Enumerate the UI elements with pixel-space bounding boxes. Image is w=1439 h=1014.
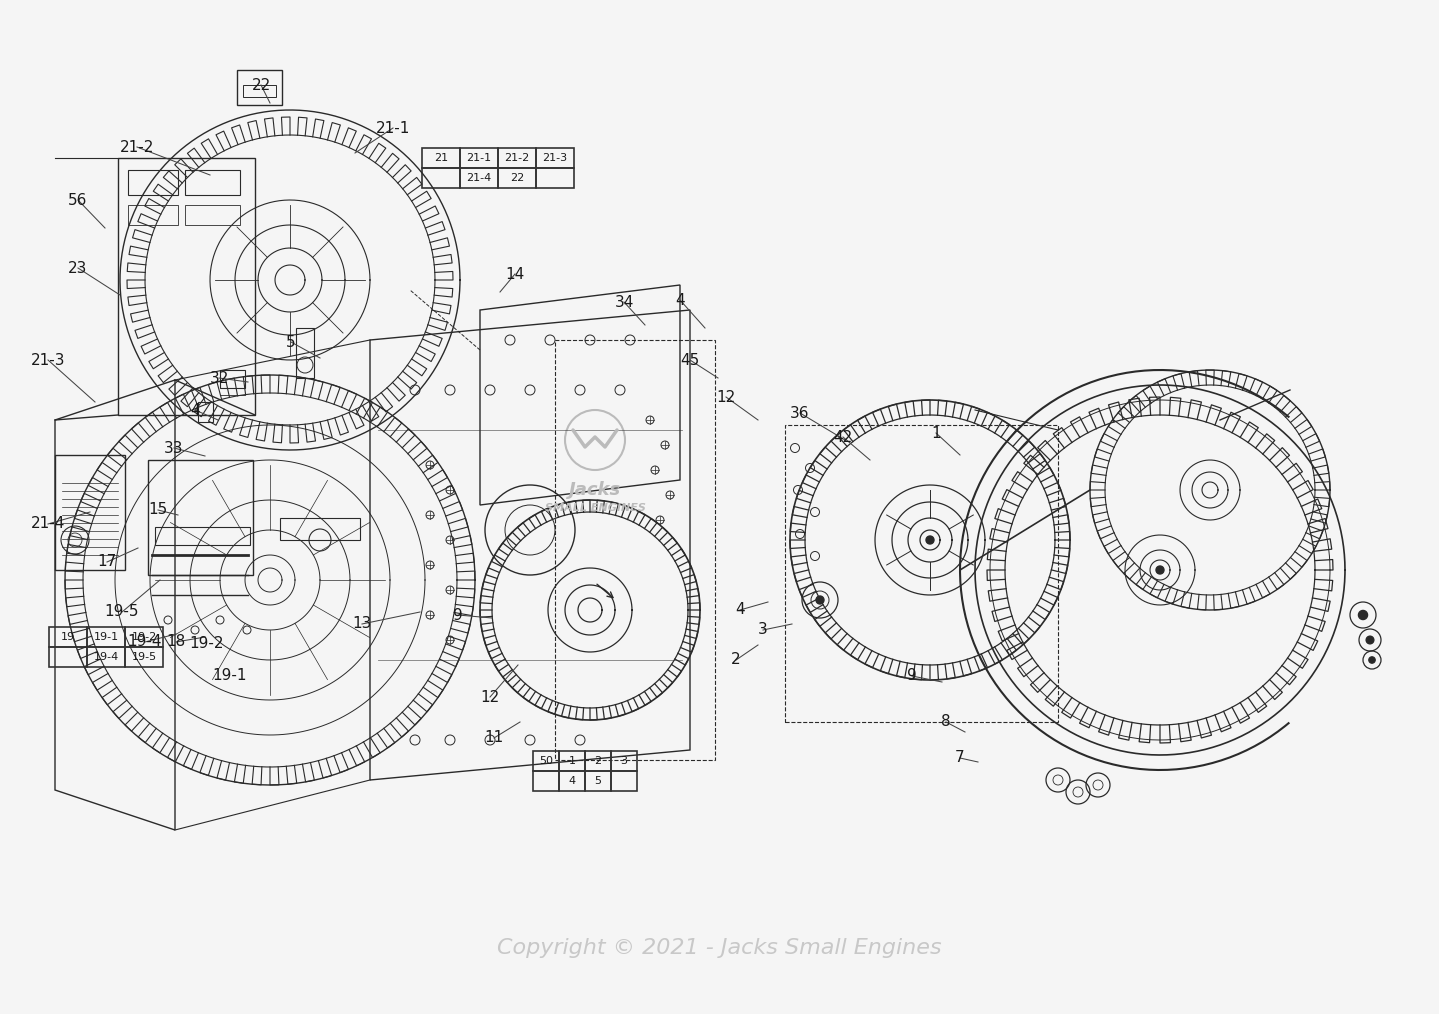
Text: 21-3: 21-3: [30, 353, 65, 367]
Text: 21: 21: [435, 153, 448, 163]
Bar: [460, 168, 498, 188]
Text: 4: 4: [675, 292, 685, 307]
Bar: [532, 751, 558, 771]
Text: 19-2: 19-2: [190, 636, 224, 651]
Bar: [786, 425, 1058, 722]
Circle shape: [1156, 566, 1164, 574]
Text: 13: 13: [353, 617, 371, 632]
Text: 1: 1: [568, 756, 576, 766]
Text: 19-5: 19-5: [131, 652, 157, 662]
Bar: [586, 751, 612, 771]
Text: 22: 22: [252, 77, 271, 92]
Text: 45: 45: [681, 353, 699, 367]
Bar: [49, 647, 86, 667]
Text: 21-4: 21-4: [466, 173, 492, 183]
Bar: [612, 751, 637, 771]
Text: 4: 4: [735, 602, 745, 618]
Text: 2: 2: [594, 756, 602, 766]
Bar: [558, 751, 586, 771]
Text: 3: 3: [620, 756, 627, 766]
Text: 12: 12: [481, 690, 499, 705]
Text: 42: 42: [833, 430, 853, 444]
Text: 22: 22: [509, 173, 524, 183]
Bar: [558, 771, 586, 791]
Text: 9: 9: [907, 668, 917, 683]
Bar: [125, 647, 163, 667]
Text: 36: 36: [790, 406, 810, 421]
Text: 34: 34: [614, 294, 633, 309]
Bar: [243, 85, 276, 97]
Circle shape: [1358, 610, 1367, 620]
Text: 19-4: 19-4: [128, 635, 163, 650]
Text: 9: 9: [453, 607, 463, 623]
Bar: [86, 647, 125, 667]
Bar: [220, 370, 245, 388]
Text: 21-1: 21-1: [466, 153, 492, 163]
Bar: [296, 328, 314, 378]
Text: 19-5: 19-5: [105, 604, 140, 620]
Text: 8: 8: [941, 715, 951, 729]
Bar: [535, 148, 574, 168]
Circle shape: [1368, 657, 1376, 663]
Text: 17: 17: [98, 555, 117, 570]
Bar: [86, 627, 125, 647]
Circle shape: [1366, 636, 1374, 644]
Bar: [555, 340, 715, 760]
Bar: [532, 771, 558, 791]
Bar: [612, 771, 637, 791]
Bar: [199, 402, 213, 422]
Bar: [586, 771, 612, 791]
Bar: [128, 205, 178, 225]
Bar: [128, 170, 178, 195]
Text: 12: 12: [717, 389, 735, 405]
Bar: [460, 148, 498, 168]
Text: 7: 7: [955, 750, 964, 766]
Text: 19-1: 19-1: [213, 668, 248, 683]
Text: 21-2: 21-2: [119, 140, 154, 154]
Bar: [237, 70, 282, 105]
Bar: [186, 205, 240, 225]
Text: 33: 33: [164, 440, 184, 455]
Text: 50: 50: [540, 756, 553, 766]
Text: 15: 15: [148, 503, 167, 517]
Text: 21-2: 21-2: [505, 153, 530, 163]
Text: 19-4: 19-4: [94, 652, 118, 662]
Text: Jacks: Jacks: [568, 481, 622, 499]
Bar: [55, 455, 125, 570]
Bar: [155, 527, 250, 545]
Text: 32: 32: [209, 370, 229, 385]
Bar: [49, 627, 86, 647]
Text: 21-4: 21-4: [30, 516, 65, 531]
Text: 56: 56: [68, 193, 88, 208]
Circle shape: [816, 596, 825, 604]
Text: 19: 19: [60, 632, 75, 642]
Text: 4: 4: [568, 776, 576, 786]
Text: 3: 3: [758, 623, 768, 638]
Text: SMALL ENGINES: SMALL ENGINES: [544, 503, 646, 513]
Bar: [125, 627, 163, 647]
Text: Copyright © 2021 - Jacks Small Engines: Copyright © 2021 - Jacks Small Engines: [498, 938, 941, 958]
Text: 21-3: 21-3: [543, 153, 567, 163]
Bar: [422, 168, 460, 188]
Text: 5: 5: [286, 335, 296, 350]
Text: 19-1: 19-1: [94, 632, 118, 642]
Bar: [186, 170, 240, 195]
Text: 23: 23: [68, 261, 88, 276]
Bar: [148, 460, 253, 575]
Bar: [498, 168, 535, 188]
Text: 21-1: 21-1: [376, 121, 410, 136]
Text: 5: 5: [594, 776, 602, 786]
Bar: [281, 518, 360, 540]
Bar: [535, 168, 574, 188]
Text: 18: 18: [167, 635, 186, 650]
Text: 1: 1: [931, 426, 941, 440]
Bar: [498, 148, 535, 168]
Text: 2: 2: [731, 652, 741, 667]
Text: 4: 4: [190, 403, 200, 418]
Bar: [422, 148, 460, 168]
Circle shape: [927, 536, 934, 544]
Text: 14: 14: [505, 267, 525, 282]
Text: 19-2: 19-2: [131, 632, 157, 642]
Text: 11: 11: [485, 730, 504, 745]
